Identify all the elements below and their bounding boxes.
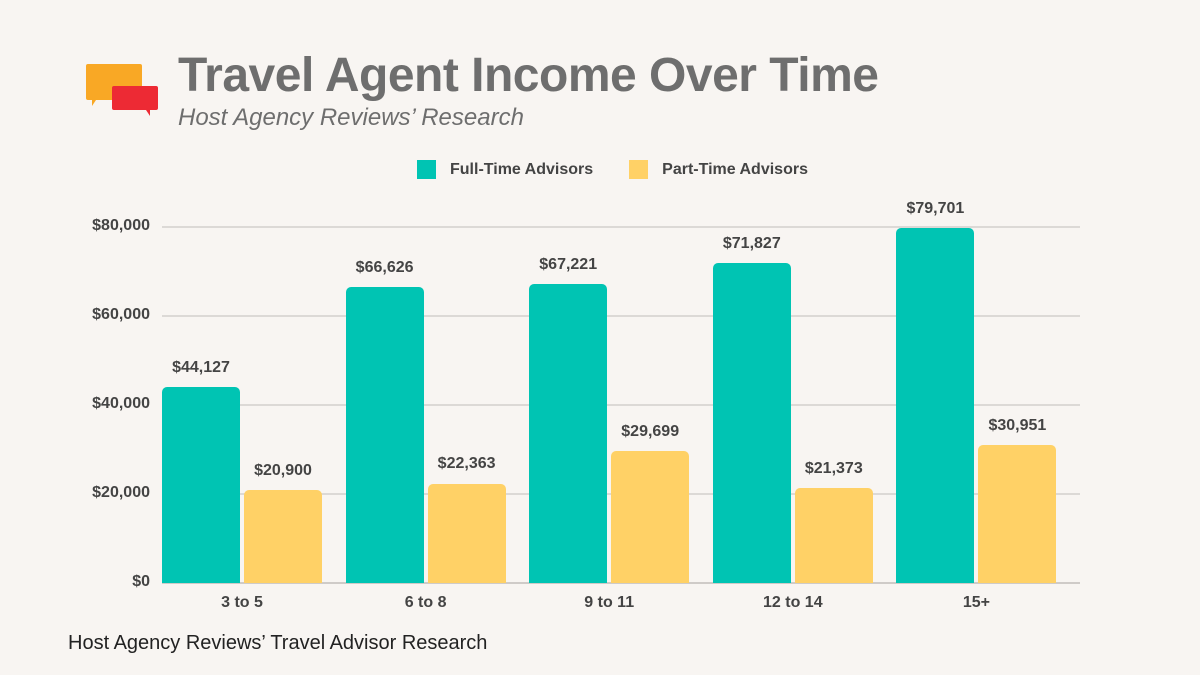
gridline xyxy=(162,315,1080,317)
bar-part-time xyxy=(794,487,873,583)
source-footer: Host Agency Reviews’ Travel Advisor Rese… xyxy=(68,632,488,654)
value-label: $30,951 xyxy=(988,417,1047,435)
value-label: $79,701 xyxy=(906,200,965,218)
value-label: $22,363 xyxy=(437,455,496,473)
legend-swatch-full-time xyxy=(417,160,436,179)
bar-full-time xyxy=(162,386,240,583)
value-label: $71,827 xyxy=(722,235,781,253)
plot-area: $44,127 $20,900 $66,626 $22,363 $67,221 $29,6… xyxy=(162,200,1080,584)
bar-full-time xyxy=(345,286,424,583)
legend-swatch-part-time xyxy=(629,160,649,179)
bar-part-time xyxy=(244,490,322,583)
x-tick-label: 15+ xyxy=(962,594,990,611)
bar-full-time xyxy=(529,283,608,583)
x-tick-label: 3 to 5 xyxy=(221,594,263,611)
bar-part-time xyxy=(978,445,1057,583)
value-label: $44,127 xyxy=(172,358,230,376)
y-tick-label: $80,000 xyxy=(92,217,150,234)
legend: Full-Time Advisors Part-Time Advisors xyxy=(417,160,844,179)
value-label: $20,900 xyxy=(254,461,312,479)
chart-subtitle: Host Agency Reviews’ Research xyxy=(178,104,524,131)
x-tick-label: 9 to 11 xyxy=(584,594,635,611)
chart-title: Travel Agent Income Over Time xyxy=(178,49,879,102)
legend-item-full-time: Full-Time Advisors xyxy=(417,160,593,179)
y-tick-label: $60,000 xyxy=(92,306,150,323)
bar-full-time xyxy=(896,228,975,583)
legend-label-full-time: Full-Time Advisors xyxy=(450,160,594,178)
gridline xyxy=(162,404,1080,406)
chat-bubbles-icon xyxy=(86,64,158,116)
bar-part-time xyxy=(427,483,506,583)
legend-item-part-time: Part-Time Advisors xyxy=(629,160,808,179)
gridline xyxy=(162,226,1080,228)
x-tick-label: 12 to 14 xyxy=(763,594,823,611)
value-label: $29,699 xyxy=(621,422,680,440)
y-tick-label: $40,000 xyxy=(92,395,150,412)
x-tick-label: 6 to 8 xyxy=(404,594,447,611)
gridline xyxy=(162,582,1080,584)
value-label: $21,373 xyxy=(804,459,863,477)
y-tick-label: $0 xyxy=(132,573,150,590)
bar-part-time xyxy=(611,450,690,583)
legend-label-part-time: Part-Time Advisors xyxy=(662,160,808,178)
y-tick-label: $20,000 xyxy=(92,484,150,501)
value-label: $66,626 xyxy=(355,258,414,276)
bar-full-time xyxy=(712,263,791,583)
value-label: $67,221 xyxy=(539,255,598,273)
